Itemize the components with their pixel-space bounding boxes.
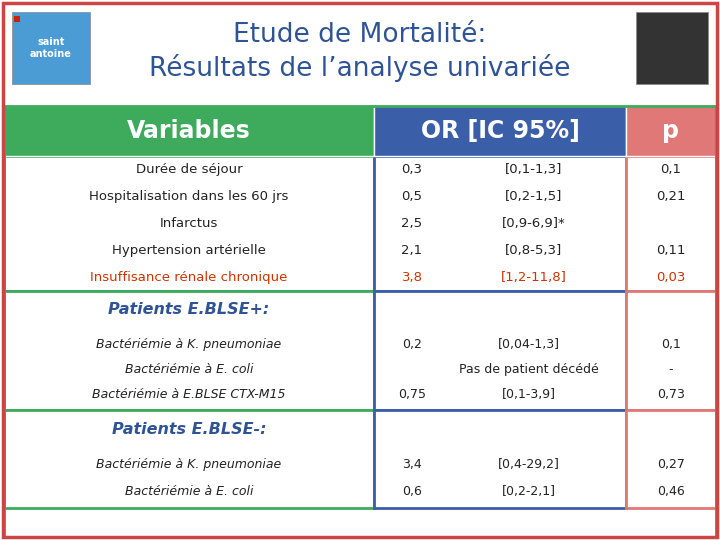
Text: 0,6: 0,6 — [402, 485, 422, 498]
Text: 0,27: 0,27 — [657, 458, 685, 471]
Bar — [374, 106, 626, 156]
Text: Bactériémie à E. coli: Bactériémie à E. coli — [125, 363, 253, 376]
Bar — [4, 291, 374, 410]
Bar — [4, 106, 716, 537]
Text: 0,2: 0,2 — [402, 338, 422, 351]
Bar — [374, 410, 626, 508]
Text: saint
antoine: saint antoine — [30, 37, 72, 59]
Text: Bactériémie à K. pneumoniae: Bactériémie à K. pneumoniae — [96, 338, 282, 351]
Text: Insuffisance rénale chronique: Insuffisance rénale chronique — [90, 271, 288, 284]
Bar — [626, 410, 716, 508]
Text: 0,46: 0,46 — [657, 485, 685, 498]
Text: Pas de patient décédé: Pas de patient décédé — [459, 363, 599, 376]
Text: [0,2-2,1]: [0,2-2,1] — [502, 485, 556, 498]
Text: [1,2-11,8]: [1,2-11,8] — [501, 271, 567, 284]
Text: [0,1-3,9]: [0,1-3,9] — [502, 388, 556, 401]
Bar — [374, 291, 626, 410]
Text: 0,1: 0,1 — [661, 338, 681, 351]
Text: -: - — [669, 363, 673, 376]
Text: Etude de Mortalité:: Etude de Mortalité: — [233, 22, 487, 48]
Text: 0,1: 0,1 — [660, 163, 682, 176]
Bar — [626, 156, 716, 291]
Text: 0,11: 0,11 — [656, 244, 685, 257]
Text: 2,1: 2,1 — [402, 244, 423, 257]
Text: Durée de séjour: Durée de séjour — [135, 163, 243, 176]
Bar — [4, 106, 374, 156]
Bar — [374, 156, 626, 291]
Text: [0,04-1,3]: [0,04-1,3] — [498, 338, 560, 351]
Bar — [626, 106, 716, 156]
Bar — [14, 16, 20, 22]
Text: Hospitalisation dans les 60 jrs: Hospitalisation dans les 60 jrs — [89, 190, 289, 203]
Text: 0,21: 0,21 — [656, 190, 685, 203]
Text: p: p — [662, 119, 680, 143]
Text: [0,1-1,3]: [0,1-1,3] — [505, 163, 563, 176]
Bar — [4, 410, 374, 508]
Text: Patients E.BLSE+:: Patients E.BLSE+: — [109, 302, 269, 318]
Text: Variables: Variables — [127, 119, 251, 143]
Text: Résultats de l’analyse univariée: Résultats de l’analyse univariée — [149, 54, 571, 82]
Text: Hypertension artérielle: Hypertension artérielle — [112, 244, 266, 257]
Bar — [4, 156, 374, 291]
Text: Infarctus: Infarctus — [160, 217, 218, 230]
Text: Bactériémie à K. pneumoniae: Bactériémie à K. pneumoniae — [96, 458, 282, 471]
Bar — [12, 12, 90, 84]
Text: Patients E.BLSE-:: Patients E.BLSE-: — [112, 422, 266, 436]
Text: 3,4: 3,4 — [402, 458, 422, 471]
Text: 0,75: 0,75 — [398, 388, 426, 401]
Text: 3,8: 3,8 — [402, 271, 423, 284]
Text: OR [IC 95%]: OR [IC 95%] — [420, 119, 580, 143]
Text: 0,03: 0,03 — [657, 271, 685, 284]
Text: [0,8-5,3]: [0,8-5,3] — [505, 244, 562, 257]
Bar — [626, 291, 716, 410]
Text: 0,5: 0,5 — [402, 190, 423, 203]
Text: Bactériémie à E.BLSE CTX-M15: Bactériémie à E.BLSE CTX-M15 — [92, 388, 286, 401]
Text: Bactériémie à E. coli: Bactériémie à E. coli — [125, 485, 253, 498]
Bar — [636, 12, 708, 84]
Text: 0,73: 0,73 — [657, 388, 685, 401]
Text: 2,5: 2,5 — [402, 217, 423, 230]
Bar — [3, 3, 717, 105]
Text: 0,3: 0,3 — [402, 163, 423, 176]
Text: [0,4-29,2]: [0,4-29,2] — [498, 458, 560, 471]
Text: [0,9-6,9]*: [0,9-6,9]* — [502, 217, 566, 230]
Text: [0,2-1,5]: [0,2-1,5] — [505, 190, 563, 203]
